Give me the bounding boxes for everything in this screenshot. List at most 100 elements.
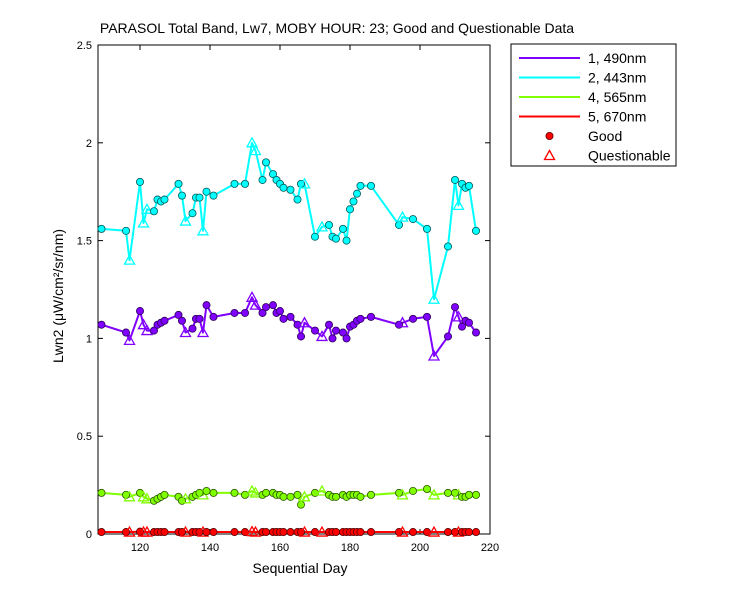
questionable-point <box>315 330 329 342</box>
questionable-point <box>123 490 136 502</box>
good-point <box>356 314 365 323</box>
questionable-point <box>179 525 192 537</box>
good-point <box>261 528 270 537</box>
good-point <box>97 320 106 329</box>
good-point <box>394 220 403 229</box>
questionable-point <box>315 220 329 232</box>
good-point <box>464 181 473 190</box>
questionable-point <box>123 253 136 265</box>
good-point <box>174 310 183 319</box>
questionable-point <box>249 486 262 498</box>
data-markers <box>97 136 480 537</box>
legend-label: Good <box>588 128 622 144</box>
good-point <box>328 334 337 343</box>
good-point <box>174 179 183 188</box>
good-point <box>366 312 375 321</box>
good-point <box>261 303 270 312</box>
questionable-point <box>396 210 409 222</box>
good-point <box>230 528 239 537</box>
questionable-point <box>427 525 441 537</box>
questionable-point <box>137 318 150 330</box>
questionable-point <box>315 525 329 537</box>
legend-questionable-marker <box>543 149 556 161</box>
good-point <box>471 328 480 337</box>
good-point <box>209 191 218 200</box>
good-point <box>366 528 375 537</box>
good-point <box>324 320 333 329</box>
good-point <box>331 326 340 335</box>
questionable-point <box>123 334 136 346</box>
good-point <box>310 326 319 335</box>
good-point <box>471 490 480 499</box>
good-point <box>258 175 267 184</box>
questionable-point <box>179 326 192 338</box>
good-point <box>279 183 288 192</box>
good-point <box>160 195 169 204</box>
questionable-point <box>427 349 441 361</box>
good-point <box>331 528 340 537</box>
plot-area <box>97 44 491 535</box>
x-tick-label: 200 <box>411 542 429 554</box>
questionable-point <box>140 525 154 537</box>
good-point <box>261 488 270 497</box>
good-point <box>450 303 459 312</box>
good-point <box>258 308 267 317</box>
x-tick-label: 220 <box>481 542 499 554</box>
questionable-point <box>315 484 329 496</box>
good-point <box>135 307 144 316</box>
good-point <box>422 224 431 233</box>
good-point <box>422 485 431 494</box>
legend-items: 1, 490nm 2, 443nm 4, 565nm 5, 670nm Good Ques… <box>519 50 671 164</box>
good-point <box>177 191 186 200</box>
good-point <box>286 528 295 537</box>
legend-label: 4, 565nm <box>588 89 646 105</box>
good-point <box>342 236 351 245</box>
good-point <box>408 314 417 323</box>
questionable-point <box>396 525 409 537</box>
good-point <box>195 193 204 202</box>
good-point <box>275 307 284 316</box>
questionable-point <box>249 298 262 310</box>
good-point <box>366 490 375 499</box>
y-tick-label: 1 <box>86 333 92 345</box>
good-point <box>230 308 239 317</box>
legend-label: Questionable <box>588 148 671 164</box>
legend: 1, 490nm 2, 443nm 4, 565nm 5, 670nm Good Ques… <box>510 43 677 167</box>
questionable-point <box>298 525 311 537</box>
questionable-point <box>196 224 210 236</box>
y-axis-label: Lwn2 (μW/cm²/sr/nm) <box>50 229 66 363</box>
good-point <box>331 234 340 243</box>
questionable-point <box>196 326 210 338</box>
y-tick-label: 0 <box>86 529 92 541</box>
questionable-point <box>427 488 441 500</box>
good-point <box>268 170 277 179</box>
x-tick-label: 140 <box>201 542 219 554</box>
good-point <box>149 326 158 335</box>
legend-label: 2, 443nm <box>588 70 646 86</box>
good-point <box>122 226 131 235</box>
good-point <box>286 492 295 501</box>
questionable-point <box>396 316 409 328</box>
questionable-point <box>427 292 441 304</box>
questionable-point <box>452 310 465 322</box>
good-point <box>279 528 288 537</box>
questionable-point <box>245 290 259 302</box>
y-tick-label: 2.5 <box>77 40 92 52</box>
good-point <box>338 224 347 233</box>
legend-box <box>510 43 677 167</box>
good-point <box>331 492 340 501</box>
questionable-point <box>249 144 262 156</box>
good-point <box>450 175 459 184</box>
questionable-point <box>140 492 154 504</box>
good-point <box>209 528 218 537</box>
good-point <box>202 486 211 495</box>
questionable-point <box>396 488 409 500</box>
questionable-point <box>140 202 154 214</box>
y-tick-label: 1.5 <box>77 236 92 248</box>
good-point <box>209 312 218 321</box>
good-point <box>97 224 106 233</box>
good-point <box>97 528 106 537</box>
good-point <box>352 189 361 198</box>
legend-good-marker <box>545 131 554 140</box>
